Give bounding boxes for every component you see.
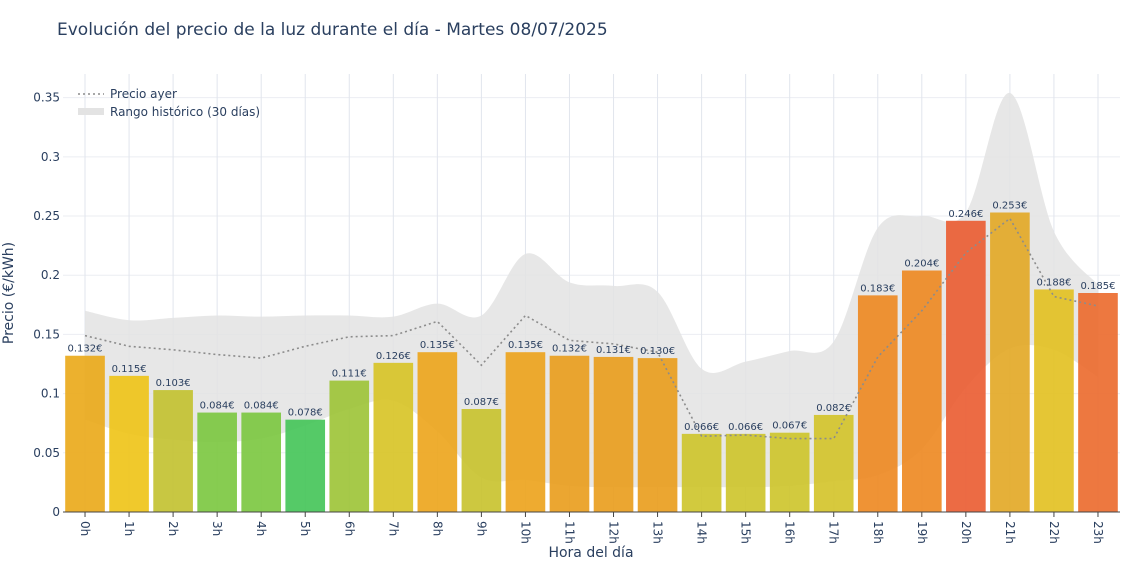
y-tick-label: 0.35 [33, 91, 60, 105]
bar-value-label: 0.183€ [860, 283, 895, 294]
bar-value-label: 0.111€ [332, 369, 367, 380]
price-bar [197, 412, 237, 512]
y-tick-label: 0.1 [41, 387, 60, 401]
x-tick-label: 12h [607, 521, 621, 544]
price-bar [1034, 289, 1074, 512]
x-tick-label: 5h [298, 521, 312, 536]
price-bar [65, 355, 105, 512]
price-bar [373, 362, 414, 512]
bar-value-label: 0.082€ [816, 403, 851, 414]
price-bar [946, 220, 986, 512]
x-tick-label: 8h [430, 521, 444, 536]
x-tick-label: 19h [915, 521, 929, 544]
price-bar [813, 414, 854, 512]
x-tick-label: 6h [342, 521, 356, 536]
price-bar [857, 295, 898, 512]
legend[interactable]: Precio ayer Rango histórico (30 días) [78, 87, 260, 119]
x-tick-label: 20h [959, 521, 973, 544]
legend-band-swatch [78, 108, 104, 115]
legend-item-yesterday: Precio ayer [110, 87, 177, 101]
price-bar [593, 356, 634, 512]
bar-value-label: 0.246€ [948, 209, 983, 220]
y-axis-title: Precio (€/kWh) [1, 242, 17, 344]
bar-value-label: 0.084€ [200, 401, 235, 412]
bar-value-label: 0.084€ [244, 401, 279, 412]
x-tick-label: 21h [1003, 521, 1017, 544]
x-tick-label: 9h [474, 521, 488, 536]
price-bar [241, 412, 282, 512]
x-tick-label: 0h [78, 521, 92, 536]
bar-value-label: 0.204€ [904, 259, 939, 270]
bar-value-labels: 0.132€ 0.115€ 0.103€ 0.084€ 0.084€ 0.078€ 0.11… [68, 201, 1116, 433]
y-tick-label: 0.3 [41, 150, 60, 164]
bar-value-label: 0.126€ [376, 351, 411, 362]
price-bars [65, 212, 1118, 513]
bar-value-label: 0.253€ [992, 201, 1027, 212]
bar-value-label: 0.132€ [552, 344, 587, 355]
x-tick-label: 13h [651, 521, 665, 544]
x-tick-label: 10h [518, 521, 532, 544]
bar-value-label: 0.185€ [1080, 281, 1115, 292]
y-tick-label: 0.25 [33, 209, 60, 223]
bar-value-label: 0.066€ [728, 422, 763, 433]
yesterday-price-line [84, 217, 1099, 440]
x-tick-label: 11h [562, 521, 576, 544]
bar-value-label: 0.135€ [420, 340, 455, 351]
bar-value-label: 0.087€ [464, 397, 499, 408]
price-bar [681, 433, 722, 512]
bar-value-label: 0.131€ [596, 345, 631, 356]
x-tick-label: 23h [1091, 521, 1105, 544]
price-bar [549, 355, 590, 512]
x-tick-label: 1h [122, 521, 136, 536]
y-tick-label: 0.2 [41, 268, 60, 282]
bar-value-label: 0.067€ [772, 421, 807, 432]
x-axis: 0h 1h 2h 3h 4h 5h 6h 7h 8h 9h 10h 11h 12h 13h 14h 15h 16… [63, 511, 1120, 544]
price-bar [461, 409, 502, 512]
x-tick-label: 15h [739, 521, 753, 544]
yesterday-price-polyline [84, 217, 1099, 440]
price-bar [329, 380, 370, 512]
price-bar [901, 270, 942, 512]
x-tick-label: 4h [254, 521, 268, 536]
bar-value-label: 0.130€ [640, 346, 675, 357]
price-bar [109, 375, 149, 512]
x-tick-label: 16h [783, 521, 797, 544]
price-bar [285, 419, 326, 512]
bar-value-label: 0.066€ [684, 422, 719, 433]
legend-item-historical-range: Rango histórico (30 días) [110, 105, 260, 119]
bar-value-label: 0.078€ [288, 408, 323, 419]
price-bar [769, 432, 810, 512]
x-tick-label: 22h [1047, 521, 1061, 544]
price-bar [417, 352, 458, 512]
x-tick-label: 14h [695, 521, 709, 544]
y-axis: 0 0.05 0.1 0.15 0.2 0.25 0.3 0.35 [33, 91, 60, 519]
bar-value-label: 0.103€ [156, 378, 191, 389]
y-tick-label: 0.15 [33, 327, 60, 341]
bar-value-label: 0.188€ [1036, 277, 1071, 288]
price-bar [990, 212, 1030, 513]
price-bar [725, 433, 766, 512]
x-tick-label: 3h [210, 521, 224, 536]
bar-value-label: 0.115€ [112, 364, 147, 375]
x-tick-label: 2h [166, 521, 180, 536]
price-bar [153, 390, 193, 512]
price-bar [1078, 293, 1118, 512]
x-tick-label: 17h [827, 521, 841, 544]
bar-value-label: 0.132€ [68, 344, 103, 355]
chart-title: Evolución del precio de la luz durante e… [57, 20, 608, 40]
x-tick-label: 7h [386, 521, 400, 536]
bar-value-label: 0.135€ [508, 340, 543, 351]
x-tick-label: 18h [871, 521, 885, 544]
y-tick-label: 0 [52, 505, 60, 519]
y-tick-label: 0.05 [33, 446, 60, 460]
price-bar [637, 358, 678, 512]
x-axis-title: Hora del día [548, 545, 633, 561]
price-bar [505, 352, 546, 512]
